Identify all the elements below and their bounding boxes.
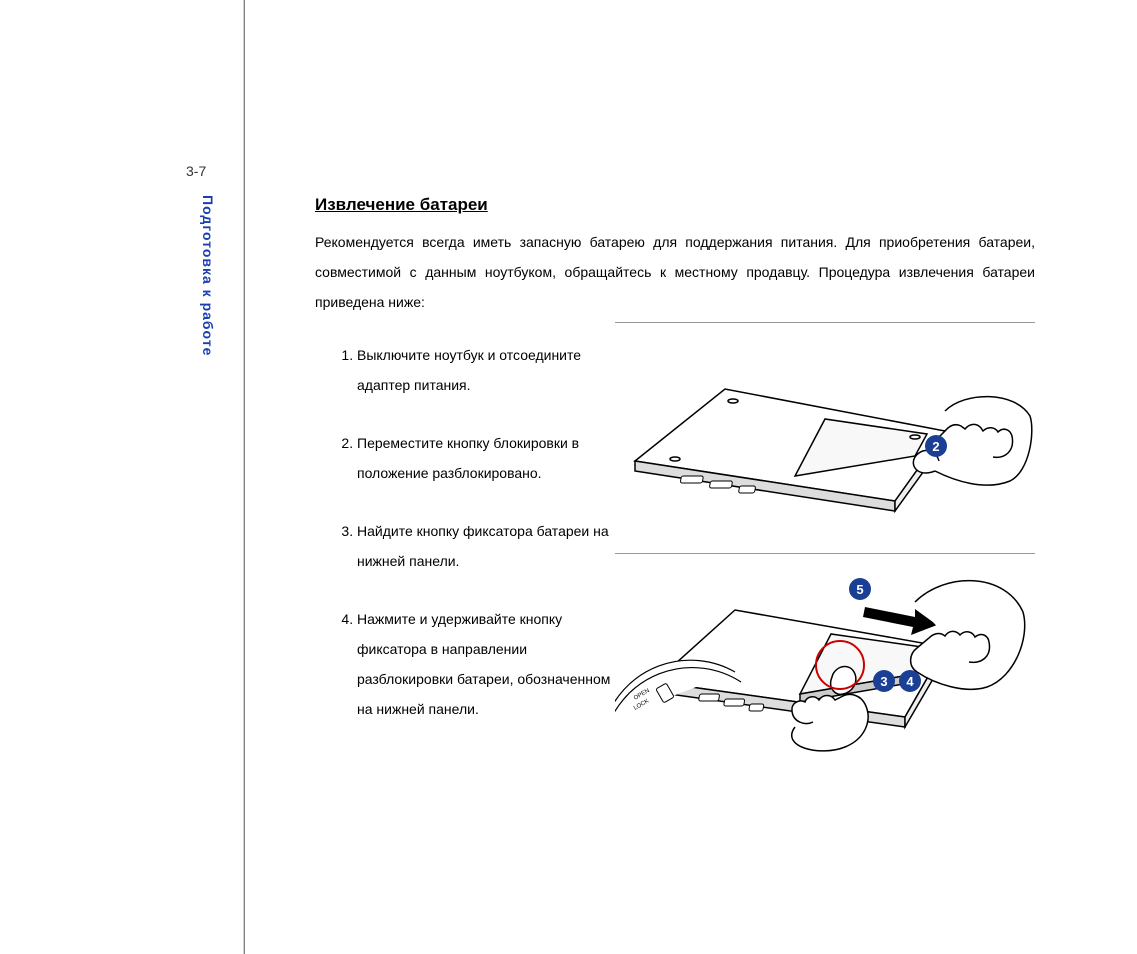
figure-1: 2 (615, 322, 1035, 531)
highlight-circle (815, 640, 865, 690)
callout-badge: 2 (925, 435, 947, 457)
callout-badge: 3 (873, 670, 895, 692)
step-item: Выключите ноутбук и отсоедините адаптер … (357, 340, 615, 400)
step-item: Нажмите и удерживайте кнопку фиксатора в… (357, 604, 615, 724)
figures-column: 2 (615, 322, 1035, 762)
step-item: Переместите кнопку блокировки в положени… (357, 428, 615, 488)
manual-page: 3-7 Подготовка к работе Извлечение батар… (0, 0, 1137, 954)
section-heading: Извлечение батареи (315, 195, 1035, 215)
step-item: Найдите кнопку фиксатора батареи на нижн… (357, 516, 615, 576)
intro-paragraph: Рекомендуется всегда иметь запасную бата… (315, 227, 1035, 317)
section-side-title: Подготовка к работе (196, 195, 216, 356)
body-row: Выключите ноутбук и отсоедините адаптер … (315, 322, 1035, 762)
laptop-bottom-illustration-1 (615, 331, 1035, 521)
callout-badge: 4 (899, 670, 921, 692)
callout-badge: 5 (849, 578, 871, 600)
vertical-rule (243, 0, 245, 954)
steps-column: Выключите ноутбук и отсоедините адаптер … (315, 322, 615, 762)
page-number: 3-7 (186, 163, 206, 179)
figure-2: OPEN LOCK (615, 553, 1035, 762)
